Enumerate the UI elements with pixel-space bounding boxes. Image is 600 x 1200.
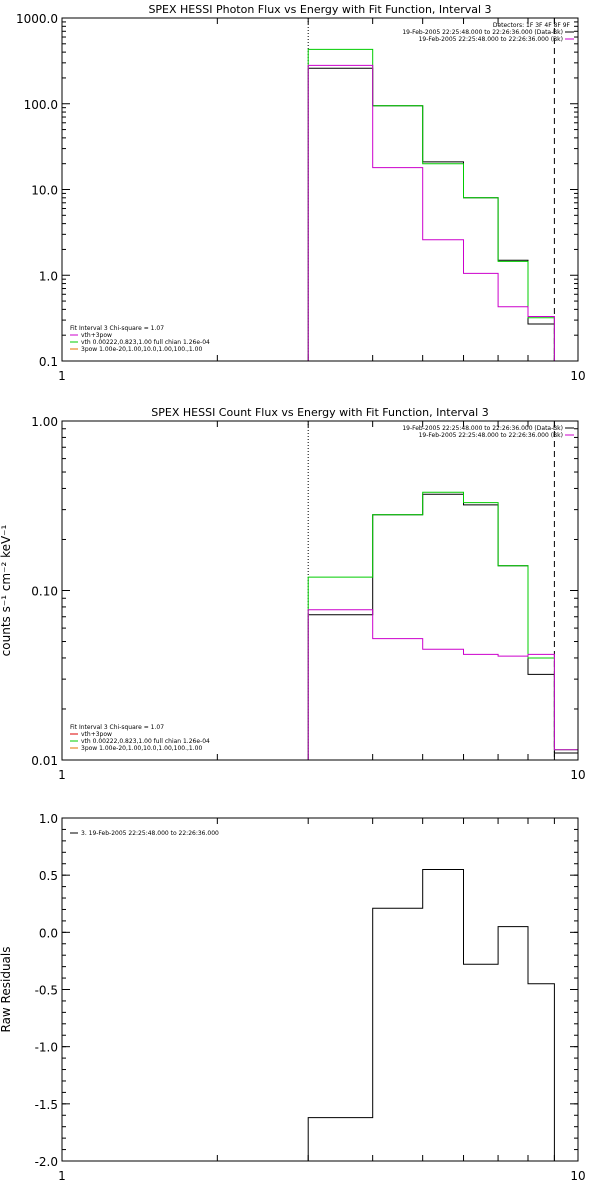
plot-frame: [61, 420, 579, 761]
series-green-histogram: [307, 491, 579, 760]
chart-title: SPEX HESSI Count Flux vs Energy with Fit…: [151, 406, 488, 419]
series-green-histogram: [307, 48, 555, 361]
series-black-histogram: [307, 869, 555, 1161]
y-axis-label: counts s⁻¹ cm⁻² keV⁻¹: [0, 524, 13, 656]
x-tick-label: 10: [570, 1169, 585, 1183]
fit-legend-entry: 3pow 1.00e-20,1.00,10.0,1.00,100.,1.00: [81, 346, 202, 353]
y-tick-label: 1.00: [31, 415, 58, 429]
series-black-histogram: [307, 493, 579, 760]
fit-legend-entry: vth+3pow: [81, 731, 112, 738]
y-tick-label: 100.0: [24, 98, 58, 112]
series-black-histogram: [307, 67, 555, 361]
fit-legend-header: Fit Interval 3 Chi-square = 1.07: [70, 724, 164, 731]
legend-header: Detectors: 1F 3F 4F 8F 9F: [493, 22, 571, 29]
y-tick-label: 1000.0: [16, 12, 58, 26]
y-tick-label: -1.5: [35, 1098, 58, 1112]
legend-entry: 19-Feb-2005 22:25:48.000 to 22:26:36.000…: [402, 29, 563, 36]
series-magenta-histogram: [307, 64, 555, 361]
y-tick-label: 10.0: [31, 184, 58, 198]
y-tick-label: 0.01: [31, 754, 58, 768]
fit-legend-entry: 3. 19-Feb-2005 22:25:48.000 to 22:26:36.…: [81, 830, 219, 837]
fit-legend-entry: vth+3pow: [81, 332, 112, 339]
x-tick-label: 1: [58, 1169, 66, 1183]
fit-legend-entry: vth 0.00222,0.823,1.00 full chian 1.26e-…: [81, 339, 210, 346]
y-tick-label: 0.10: [31, 585, 58, 599]
x-tick-label: 10: [570, 369, 585, 383]
fit-legend-header: Fit Interval 3 Chi-square = 1.07: [70, 325, 164, 332]
plot-frame: [61, 17, 579, 362]
y-tick-label: -2.0: [35, 1155, 58, 1169]
legend-entry: 19-Feb-2005 22:25:48.000 to 22:26:36.000…: [419, 432, 563, 439]
y-tick-label: 0.0: [39, 926, 58, 940]
plot-frame: [61, 817, 579, 1162]
y-tick-label: 0.1: [39, 355, 58, 369]
y-tick-label: -0.5: [35, 984, 58, 998]
legend-entry: 19-Feb-2005 22:25:48.000 to 22:26:36.000…: [419, 36, 563, 43]
legend-entry: 19-Feb-2005 22:25:48.000 to 22:26:36.000…: [402, 425, 563, 432]
fit-legend-entry: vth 0.00222,0.823,1.00 full chian 1.26e-…: [81, 738, 210, 745]
fit-legend-entry: 3pow 1.00e-20,1.00,10.0,1.00,100.,1.00: [81, 745, 202, 752]
x-tick-label: 1: [58, 768, 66, 782]
x-tick-label: 1: [58, 369, 66, 383]
y-axis-label: Raw Residuals: [0, 947, 13, 1033]
y-tick-label: 1.0: [39, 269, 58, 283]
y-tick-label: -1.0: [35, 1041, 58, 1055]
y-tick-label: 0.5: [39, 869, 58, 883]
series-magenta-histogram: [307, 609, 579, 760]
x-tick-label: 10: [570, 768, 585, 782]
y-tick-label: 1.0: [39, 812, 58, 826]
chart-title: SPEX HESSI Photon Flux vs Energy with Fi…: [148, 3, 491, 16]
